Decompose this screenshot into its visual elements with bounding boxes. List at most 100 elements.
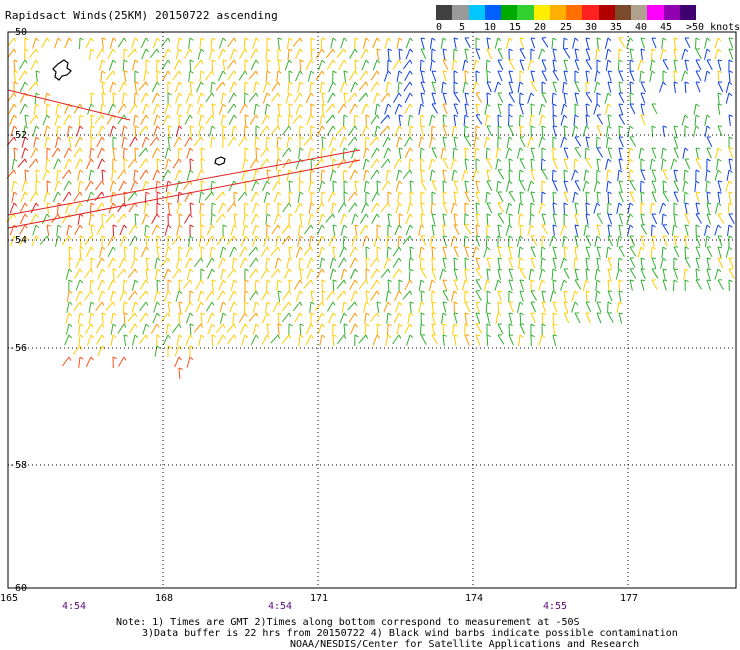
wind-barb [431, 125, 433, 138]
wind-barb [529, 213, 532, 225]
wind-barb [35, 70, 38, 82]
wind-barb [363, 169, 367, 181]
wind-barb-flag [442, 312, 447, 316]
color-swatch [484, 5, 501, 20]
wind-barb [241, 334, 246, 346]
wind-barb-flag [409, 169, 413, 174]
wind-barb-flag [442, 37, 447, 41]
wind-barb [351, 235, 356, 247]
wind-barb-flag [376, 290, 380, 295]
wind-barb [673, 136, 679, 148]
wind-barb [582, 180, 587, 192]
wind-barb-flag [321, 37, 326, 41]
wind-barb-flag [376, 180, 381, 184]
wind-barb [229, 81, 235, 93]
wind-barb-flag [310, 70, 315, 74]
wind-barb [594, 81, 598, 93]
wind-barb-flag [387, 103, 392, 108]
wind-barb-flag [596, 48, 601, 52]
wind-barb-flag [519, 334, 524, 338]
wind-barb-flag [398, 334, 402, 339]
wind-barb-flag [607, 202, 612, 206]
wind-barb [172, 268, 180, 279]
wind-barb [75, 290, 81, 302]
wind-barb-flag [134, 169, 139, 173]
wind-barb [329, 147, 334, 159]
wind-barb [171, 235, 180, 246]
wind-barb-flag [563, 92, 568, 95]
wind-barb-flag [123, 125, 128, 129]
wind-barb-flag [332, 246, 337, 249]
wind-barb [193, 59, 202, 70]
wind-barb-flag [717, 246, 723, 249]
wind-barb [316, 268, 323, 279]
map-title: Rapidsact Winds(25KM) 20150722 ascending [5, 9, 278, 22]
wind-barb-flag [706, 114, 711, 118]
wind-barb-flag [442, 114, 447, 117]
wind-barb [640, 213, 644, 225]
wind-barb-flag [79, 301, 83, 306]
wind-barb-flag [233, 323, 236, 328]
wind-barb [508, 81, 513, 93]
wind-barb [209, 246, 213, 258]
wind-barb-flag [167, 103, 172, 108]
wind-barb-flag [442, 213, 447, 216]
wind-barb [530, 312, 536, 324]
wind-barb [464, 136, 472, 147]
wind-barb-flag [79, 136, 83, 141]
wind-barb [472, 81, 477, 93]
wind-barb-flag [101, 147, 105, 152]
wind-barb-flag [13, 92, 17, 97]
wind-barb-flag [200, 246, 205, 250]
wind-barb [240, 235, 246, 247]
wind-barb [640, 169, 646, 181]
wind-barb [517, 81, 521, 93]
wind-barb [56, 224, 59, 236]
wind-barb-flag [244, 235, 249, 240]
wind-barb [123, 246, 126, 258]
wind-barb-flag [277, 158, 282, 162]
wind-barb [695, 59, 702, 71]
wind-barb-flag [277, 180, 281, 185]
wind-barb-flag [475, 202, 480, 205]
wind-barb-flag [497, 224, 502, 227]
wind-barb-flag [640, 158, 645, 162]
wind-barb-flag [200, 136, 204, 141]
wind-barb [396, 136, 400, 148]
wind-barb [326, 301, 334, 312]
wind-barb [714, 268, 719, 280]
wind-barb-flag [596, 158, 601, 161]
wind-barb [574, 224, 578, 236]
wind-barb [282, 125, 290, 136]
wind-barb [46, 180, 48, 193]
wind-barb [475, 334, 481, 346]
wind-barb [205, 290, 213, 301]
wind-barb [618, 70, 624, 82]
wind-barb-flag [310, 147, 315, 152]
wind-barb-flag [156, 147, 160, 152]
wind-barb-flag [684, 81, 689, 84]
wind-barb [315, 202, 323, 213]
wind-barb [96, 48, 103, 59]
wind-barb [387, 279, 390, 292]
wind-barb-flag [398, 103, 403, 108]
wind-barb [244, 81, 246, 94]
wind-barb [88, 48, 92, 60]
wind-barb [206, 257, 213, 268]
wind-barb-flag [431, 92, 436, 95]
wind-barb [348, 70, 356, 81]
wind-barb [673, 70, 675, 83]
wind-barb-flag [420, 290, 425, 293]
wind-barb [340, 268, 345, 280]
wind-barb [244, 114, 247, 127]
wind-barb [100, 70, 103, 82]
wind-barb-flag [541, 147, 546, 151]
wind-barb [706, 136, 713, 148]
wind-barb-flag [200, 213, 205, 217]
wind-barb [45, 103, 48, 116]
wind-barb [75, 279, 81, 291]
wind-barb [243, 37, 246, 50]
wind-barb-flag [343, 125, 346, 130]
wind-barb-flag [453, 334, 458, 337]
wind-barb-flag [255, 224, 260, 229]
